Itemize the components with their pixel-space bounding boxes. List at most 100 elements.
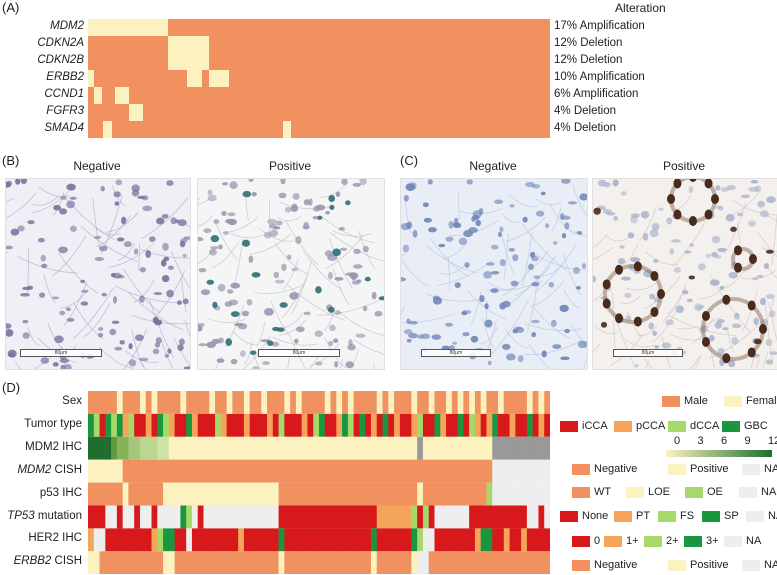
her2-ihc-cell (232, 528, 239, 552)
tp53-mutation-cell (457, 505, 464, 529)
tumor-type-cell (93, 413, 100, 437)
erbb2-cish-cell (446, 551, 453, 574)
panel-c-letter: (C) (400, 153, 419, 168)
tumor-type-cell (521, 413, 528, 437)
mdm2-ihc-cell (347, 436, 355, 460)
sex-cell (272, 391, 279, 414)
tumor-type-cell (290, 413, 297, 437)
mdm2-ihc-cell (521, 436, 528, 460)
sex-cell (405, 391, 412, 414)
mdm2-ihc-cell (336, 436, 343, 460)
tumor-type-cell (157, 413, 164, 437)
sex-cell (353, 391, 360, 414)
her2-ihc-cell (330, 528, 337, 552)
mdm2-ihc-cell (267, 436, 274, 460)
mdm2-ihc-cell (474, 436, 482, 460)
her2-ihc-cell (255, 528, 262, 552)
sex-cell (498, 391, 505, 414)
erbb2-cish-cell (538, 551, 545, 574)
p53-ihc-cell (203, 482, 210, 506)
tp53-mutation-cell (255, 505, 262, 529)
her2-ihc-cell (272, 528, 279, 552)
tumor-type-cell (422, 413, 430, 437)
mdm2-ihc-cell (313, 436, 320, 460)
tumor-type-cell (249, 413, 256, 437)
erbb2-cish-cell (515, 551, 522, 574)
alteration-pct: 6% (554, 88, 571, 100)
her2-ihc-cell (301, 528, 308, 552)
tp53-mutation-cell (278, 505, 285, 529)
mdm2-ihc-cell (284, 436, 291, 460)
erbb2-cish-cell (267, 551, 274, 574)
gene-label-ccnd1: CCND1 (44, 88, 84, 100)
legend-tumor-label-1: pCCA (636, 420, 666, 432)
tp53-mutation-cell (249, 505, 256, 529)
tp53-mutation-cell (365, 505, 372, 529)
mdm2-cish-cell (417, 459, 424, 483)
mdm2-cish-cell (255, 459, 262, 483)
tp53-mutation-cell (498, 505, 505, 529)
p53-ihc-cell (451, 482, 459, 506)
mdm2-ihc-cell (544, 436, 550, 460)
mdm2-cish-cell (498, 459, 505, 483)
legend-tp53-label-2: FS (680, 510, 695, 522)
sex-cell (359, 391, 366, 414)
tumor-type-cell (434, 413, 441, 437)
sex-cell (532, 391, 539, 414)
altered-cell (115, 87, 129, 104)
legend-mdm2-cish-swatch-0 (572, 464, 590, 475)
p53-ihc-cell (88, 482, 95, 506)
mdm2-ihc-cell (261, 436, 268, 460)
mdm2-ihc-cell (93, 436, 100, 460)
sex-cell (278, 391, 285, 414)
her2-ihc-cell (474, 528, 482, 552)
her2-ihc-cell (163, 528, 170, 552)
p53-ihc-cell (272, 482, 279, 506)
mdm2-ihc-cell (197, 436, 204, 460)
legend-mdm2-cish-label-0: Negative (594, 463, 638, 475)
tumor-type-cell (428, 413, 435, 437)
mdm2-ihc-cell (388, 436, 395, 460)
legend-p53-swatch-0 (572, 487, 590, 498)
mdm2-ihc-cell (446, 436, 453, 460)
her2-ihc-cell (428, 528, 435, 552)
legend-tumor-label-2: dCCA (690, 420, 720, 432)
tumor-type-cell (474, 413, 482, 437)
her2-ihc-cell (399, 528, 407, 552)
panel-b-positive-image: 80μm (197, 178, 385, 370)
her2-ihc-cell (353, 528, 360, 552)
erbb2-cish-cell (220, 551, 228, 574)
legend-erbb2-swatch-2 (742, 560, 760, 571)
p53-ihc-cell (544, 482, 550, 506)
mdm2-cish-cell (544, 459, 550, 483)
p53-ihc-cell (388, 482, 395, 506)
alteration-pct: 12% (554, 54, 578, 66)
erbb2-cish-cell (474, 551, 482, 574)
erbb2-cish-cell (532, 551, 539, 574)
erbb2-cish-cell (249, 551, 256, 574)
legend-erbb2-label-0: Negative (594, 559, 638, 571)
erbb2-cish-cell (139, 551, 147, 574)
p53-ihc-cell (168, 482, 176, 506)
alteration-pct: 17% (554, 20, 578, 32)
p53-ihc-cell (122, 482, 129, 506)
mdm2-ihc-cell (469, 436, 476, 460)
erbb2-cish-cell (186, 551, 193, 574)
tp53-mutation-cell (88, 505, 95, 529)
mdm2-ihc-cell (226, 436, 233, 460)
tp53-mutation-cell (307, 505, 314, 529)
her2-ihc-cell (515, 528, 522, 552)
tp53-mutation-cell (376, 505, 383, 529)
mdm2-cish-cell (446, 459, 453, 483)
p53-ihc-cell (457, 482, 464, 506)
tumor-type-cell (186, 413, 193, 437)
mdm2-cish-cell (226, 459, 233, 483)
tumor-type-cell (382, 413, 389, 437)
tumor-type-cell (226, 413, 233, 437)
sex-cell (411, 391, 418, 414)
sex-cell (93, 391, 100, 414)
p53-ihc-cell (509, 482, 516, 506)
her2-ihc-cell (480, 528, 487, 552)
mdm2-cish-cell (399, 459, 407, 483)
mdm2-cish-cell (122, 459, 129, 483)
